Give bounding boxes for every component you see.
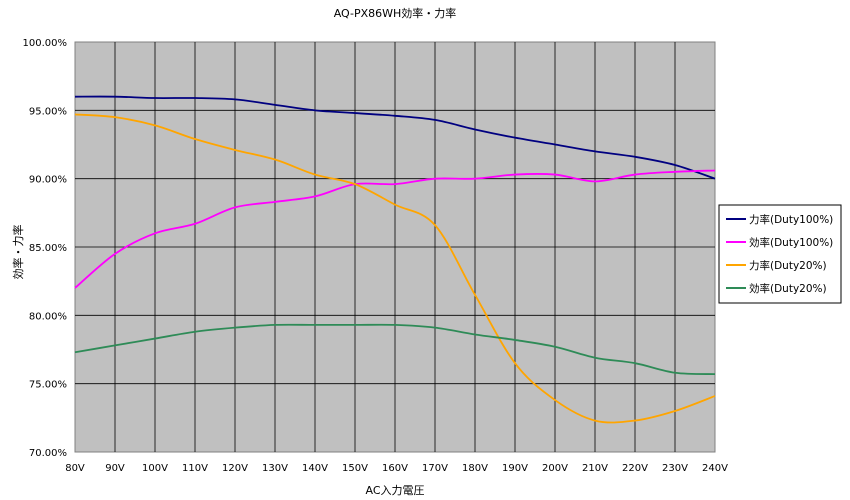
y-tick-label: 80.00% <box>29 311 67 322</box>
x-tick-label: 80V <box>65 463 85 474</box>
x-tick-label: 110V <box>182 463 208 474</box>
x-tick-label: 230V <box>662 463 688 474</box>
y-tick-label: 70.00% <box>29 448 67 459</box>
chart-title: AQ-PX86WH効率・力率 <box>333 7 457 20</box>
x-tick-label: 160V <box>382 463 408 474</box>
x-tick-label: 240V <box>702 463 728 474</box>
x-tick-label: 150V <box>342 463 368 474</box>
x-tick-label: 100V <box>142 463 168 474</box>
y-tick-label: 90.00% <box>29 175 67 186</box>
legend-label: 効率(Duty20%) <box>749 282 827 295</box>
x-tick-label: 200V <box>542 463 568 474</box>
x-tick-label: 180V <box>462 463 488 474</box>
series-line-3 <box>74 113 716 424</box>
x-tick-label: 170V <box>422 463 448 474</box>
series-line-1 <box>74 95 716 180</box>
x-tick-label: 130V <box>262 463 288 474</box>
legend-label: 力率(Duty20%) <box>749 259 827 272</box>
y-tick-label: 100.00% <box>23 38 68 49</box>
y-tick-label: 95.00% <box>29 106 67 117</box>
y-tick-label: 85.00% <box>29 243 67 254</box>
series-line-4 <box>74 323 716 375</box>
x-axis-label: AC入力電圧 <box>365 484 425 497</box>
x-tick-label: 190V <box>502 463 528 474</box>
x-tick-label: 120V <box>222 463 248 474</box>
x-tick-label: 90V <box>105 463 125 474</box>
legend-box <box>718 204 842 304</box>
legend-label: 効率(Duty100%) <box>749 236 833 249</box>
x-tick-label: 140V <box>302 463 328 474</box>
series-line-2 <box>74 169 716 289</box>
x-tick-label: 220V <box>622 463 648 474</box>
x-tick-label: 210V <box>582 463 608 474</box>
legend-label: 力率(Duty100%) <box>749 213 833 226</box>
y-tick-label: 75.00% <box>29 380 67 391</box>
